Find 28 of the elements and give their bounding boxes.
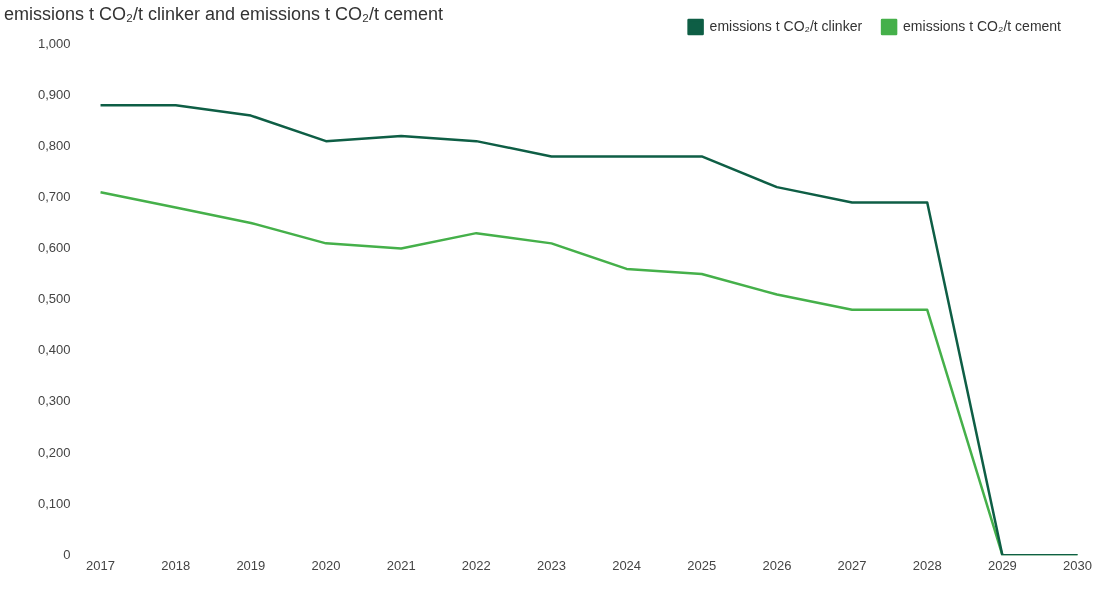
x-tick-label: 2027 bbox=[837, 557, 867, 573]
chart-title: emissions t CO₂/t clinker and emissions t CO₂/t cement bbox=[4, 4, 444, 25]
y-tick-label: 0 bbox=[63, 546, 71, 562]
x-tick-label: 2029 bbox=[987, 557, 1017, 573]
x-tick-label: 2025 bbox=[687, 557, 717, 573]
y-tick-label: 0,600 bbox=[37, 240, 71, 256]
x-tick-label: 2020 bbox=[311, 557, 341, 573]
y-tick-label: 0,800 bbox=[37, 137, 71, 153]
x-tick-label: 2021 bbox=[386, 557, 416, 573]
x-tick-label: 2030 bbox=[1063, 557, 1092, 573]
x-tick-label: 2019 bbox=[236, 557, 266, 573]
legend-label: emissions t CO₂/t clinker bbox=[709, 17, 863, 34]
y-tick-label: 0,100 bbox=[37, 495, 71, 511]
y-tick-label: 0,200 bbox=[37, 444, 71, 460]
legend-label: emissions t CO₂/t cement bbox=[903, 17, 1062, 34]
x-tick-label: 2018 bbox=[161, 557, 191, 573]
y-tick-label: 1,000 bbox=[37, 35, 71, 51]
x-tick-label: 2024 bbox=[612, 557, 642, 573]
y-tick-label: 0,900 bbox=[37, 86, 71, 102]
y-tick-label: 0,700 bbox=[37, 188, 71, 204]
x-tick-label: 2028 bbox=[912, 557, 942, 573]
y-tick-label: 0,300 bbox=[37, 393, 71, 409]
y-tick-label: 0,400 bbox=[37, 342, 71, 358]
y-tick-label: 0,500 bbox=[37, 291, 71, 307]
x-tick-label: 2017 bbox=[86, 557, 115, 573]
x-tick-label: 2022 bbox=[461, 557, 491, 573]
x-tick-label: 2026 bbox=[762, 557, 792, 573]
x-tick-label: 2023 bbox=[537, 557, 566, 573]
